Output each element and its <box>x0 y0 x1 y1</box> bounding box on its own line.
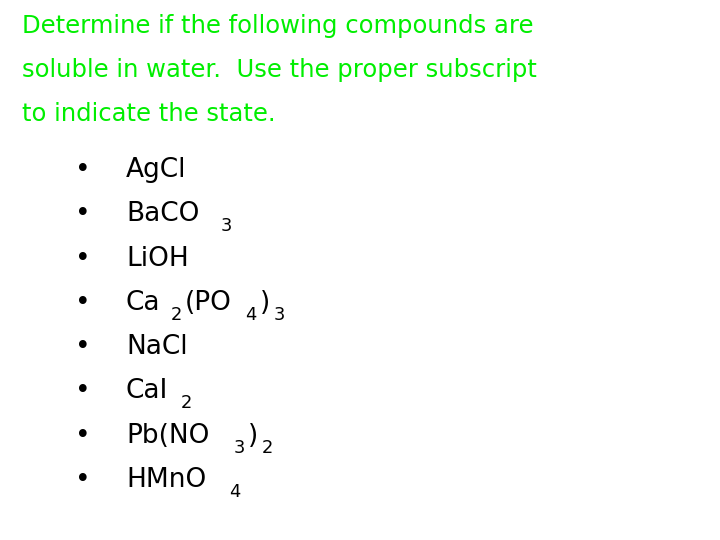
Text: •: • <box>75 423 91 449</box>
Text: AgCl: AgCl <box>126 157 186 183</box>
Text: (PO: (PO <box>185 290 232 316</box>
Text: Ca: Ca <box>126 290 161 316</box>
Text: soluble in water.  Use the proper subscript: soluble in water. Use the proper subscri… <box>22 58 536 82</box>
Text: •: • <box>75 157 91 183</box>
Text: BaCO: BaCO <box>126 201 199 227</box>
Text: to indicate the state.: to indicate the state. <box>22 102 275 126</box>
Text: •: • <box>75 201 91 227</box>
Text: •: • <box>75 246 91 272</box>
Text: ): ) <box>248 423 258 449</box>
Text: HMnO: HMnO <box>126 467 206 493</box>
Text: 3: 3 <box>233 438 245 457</box>
Text: •: • <box>75 467 91 493</box>
Text: 3: 3 <box>220 217 232 235</box>
Text: 2: 2 <box>261 438 273 457</box>
Text: 4: 4 <box>246 306 257 324</box>
Text: 3: 3 <box>274 306 284 324</box>
Text: Determine if the following compounds are: Determine if the following compounds are <box>22 14 533 37</box>
Text: ): ) <box>260 290 270 316</box>
Text: LiOH: LiOH <box>126 246 189 272</box>
Text: 2: 2 <box>181 394 192 413</box>
Text: NaCl: NaCl <box>126 334 188 360</box>
Text: •: • <box>75 290 91 316</box>
Text: 2: 2 <box>171 306 181 324</box>
Text: 4: 4 <box>230 483 240 501</box>
Text: •: • <box>75 379 91 404</box>
Text: •: • <box>75 334 91 360</box>
Text: CaI: CaI <box>126 379 168 404</box>
Text: Pb(NO: Pb(NO <box>126 423 210 449</box>
